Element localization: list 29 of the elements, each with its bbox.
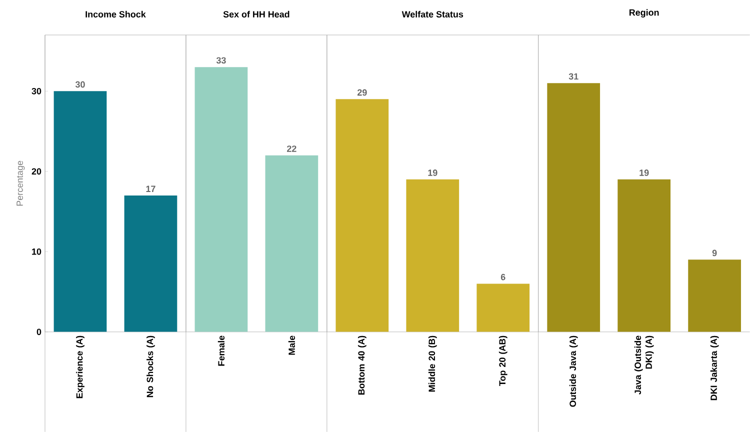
data-label: 30 [75, 81, 85, 88]
x-tick-label: Bottom 40 (A) [358, 336, 366, 395]
data-label: 19 [428, 170, 438, 176]
data-label: 22 [287, 146, 296, 152]
y-axis-title: Percentage [16, 160, 25, 206]
data-label: 19 [640, 170, 649, 176]
y-tick-label: 30 [32, 88, 42, 94]
y-tick-label: 10 [32, 248, 42, 255]
x-tick-label: Top 20 (AB) [498, 336, 508, 386]
x-tick-label: Experience (A) [76, 336, 84, 398]
data-label: 17 [146, 186, 156, 192]
data-label: 33 [216, 57, 226, 64]
x-tick-label: Outside Java (A) [569, 336, 578, 407]
x-tick-label: Java (Outside DKI) (A) [634, 336, 654, 395]
data-label: 29 [357, 89, 367, 96]
data-label: 31 [568, 73, 578, 80]
x-tick-label: Male [288, 336, 295, 355]
chart-title: Income Shock [86, 10, 146, 18]
chart-title: Region [629, 9, 659, 18]
x-tick-label: Middle 20 (B) [428, 336, 437, 392]
x-tick-label: No Shocks (A) [146, 336, 155, 398]
data-label: 6 [500, 274, 506, 280]
x-tick-label: DKI Jakarta (A) [710, 336, 719, 400]
y-tick-label: 0 [36, 328, 42, 336]
chart-title: Sex of HH Head [223, 10, 290, 18]
x-tick-label: Female [218, 336, 224, 366]
chart-title: Welfate Status [402, 10, 464, 18]
y-tick-label: 20 [32, 168, 42, 175]
data-label: 9 [712, 250, 717, 256]
